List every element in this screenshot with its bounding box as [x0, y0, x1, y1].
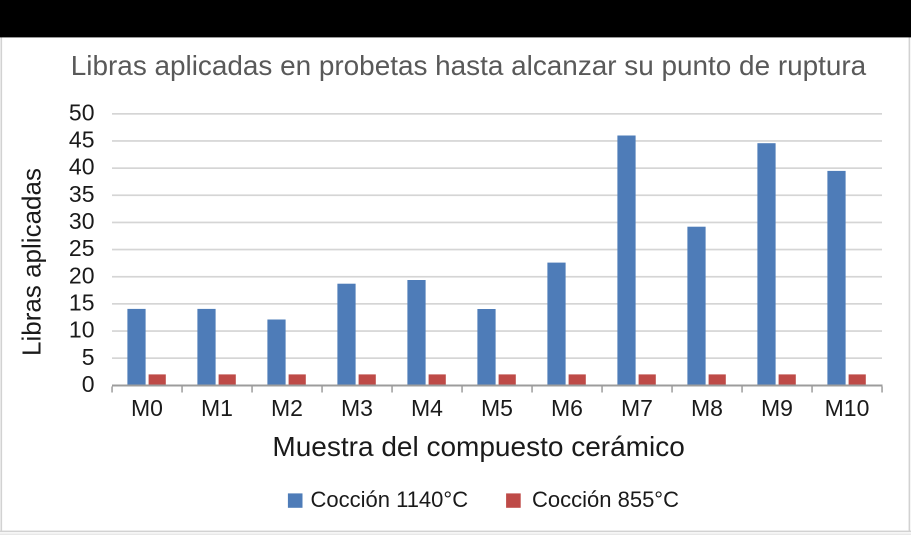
svg-text:M6: M6 [551, 395, 583, 421]
svg-text:45: 45 [69, 127, 95, 153]
svg-text:Cocción 855°C: Cocción 855°C [532, 487, 679, 512]
svg-text:M2: M2 [271, 395, 303, 421]
svg-text:0: 0 [82, 371, 95, 397]
svg-text:M10: M10 [825, 395, 870, 421]
svg-text:M5: M5 [481, 395, 513, 421]
svg-text:M4: M4 [411, 395, 443, 421]
svg-text:Libras aplicadas: Libras aplicadas [17, 168, 47, 356]
svg-text:30: 30 [69, 208, 95, 234]
svg-text:20: 20 [69, 262, 95, 288]
svg-text:25: 25 [69, 235, 95, 261]
svg-text:M1: M1 [201, 395, 233, 421]
svg-text:Libras aplicadas en probetas h: Libras aplicadas en probetas hasta alcan… [71, 50, 867, 81]
svg-text:M9: M9 [761, 395, 793, 421]
svg-text:M0: M0 [131, 395, 163, 421]
svg-text:35: 35 [69, 181, 95, 207]
svg-text:Cocción 1140°C: Cocción 1140°C [311, 487, 469, 512]
svg-text:Muestra del compuesto cerámico: Muestra del compuesto cerámico [272, 431, 684, 462]
svg-text:10: 10 [69, 317, 95, 343]
svg-text:15: 15 [69, 289, 95, 315]
svg-text:40: 40 [69, 154, 95, 180]
svg-text:5: 5 [82, 344, 95, 370]
svg-text:M3: M3 [341, 395, 373, 421]
svg-text:M7: M7 [621, 395, 653, 421]
svg-text:50: 50 [69, 99, 95, 125]
svg-text:M8: M8 [691, 395, 723, 421]
